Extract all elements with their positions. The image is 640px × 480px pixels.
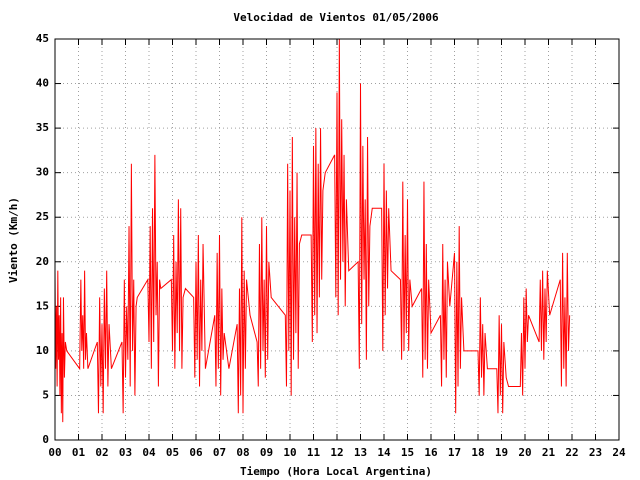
y-axis-label: Viento (Km/h) (7, 197, 20, 283)
x-tick-label: 03 (119, 446, 132, 459)
x-tick-label: 15 (401, 446, 414, 459)
x-tick-label: 13 (354, 446, 367, 459)
y-tick-label: 15 (36, 299, 49, 312)
y-tick-label: 40 (36, 77, 49, 90)
x-tick-label: 09 (260, 446, 273, 459)
plot-border (54, 38, 620, 441)
x-tick-label: 23 (589, 446, 602, 459)
x-tick-label: 22 (565, 446, 578, 459)
y-tick-label: 30 (36, 166, 49, 179)
x-tick-label: 04 (142, 446, 156, 459)
x-tick-label: 19 (495, 446, 508, 459)
x-tick-label: 17 (448, 446, 461, 459)
x-tick-label: 06 (189, 446, 203, 459)
x-tick-label: 00 (48, 446, 61, 459)
x-tick-label: 02 (95, 446, 108, 459)
y-tick-label: 35 (36, 121, 49, 134)
chart-title: Velocidad de Vientos 01/05/2006 (233, 11, 439, 24)
y-tick-label: 10 (36, 344, 49, 357)
x-tick-label: 24 (612, 446, 626, 459)
x-tick-label: 05 (166, 446, 179, 459)
x-tick-label: 16 (424, 446, 438, 459)
x-tick-label: 18 (471, 446, 484, 459)
x-tick-label: 20 (518, 446, 531, 459)
x-tick-label: 10 (283, 446, 296, 459)
x-axis-label: Tiempo (Hora Local Argentina) (240, 465, 432, 478)
x-tick-label: 11 (307, 446, 321, 459)
wind-line (54, 38, 571, 423)
x-tick-label: 08 (236, 446, 249, 459)
x-tick-label: 21 (542, 446, 556, 459)
x-tick-label: 12 (330, 446, 343, 459)
y-tick-label: 25 (36, 210, 49, 223)
y-tick-label: 5 (42, 388, 49, 401)
x-tick-label: 01 (72, 446, 86, 459)
x-tick-label: 14 (377, 446, 391, 459)
x-tick-label: 07 (213, 446, 226, 459)
y-tick-label: 0 (42, 433, 49, 446)
y-tick-label: 45 (36, 32, 49, 45)
y-tick-label: 20 (36, 255, 49, 268)
